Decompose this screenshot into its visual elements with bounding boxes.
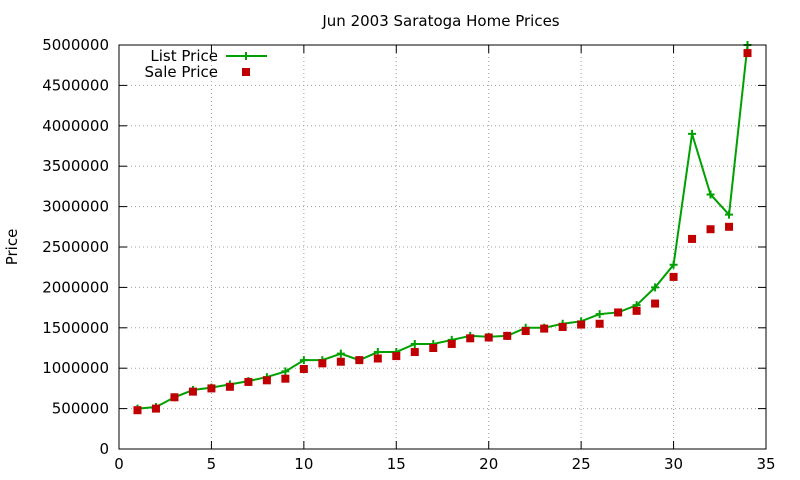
data-point: [299, 356, 308, 365]
data-point: [725, 210, 734, 219]
data-point: [151, 404, 160, 413]
y-axis-label: Price: [3, 229, 21, 266]
data-point: [503, 331, 512, 340]
legend-label: List Price: [150, 47, 218, 65]
data-point: [466, 334, 475, 343]
data-point: [262, 376, 271, 385]
ticks: 0 5 10 15 20 25 30 35 0 500000 1000000 1500000 20000…: [42, 36, 775, 473]
data-point: [355, 356, 364, 365]
data-point: [281, 367, 290, 376]
data-point: [521, 327, 530, 336]
x-tick-label: 35: [756, 455, 775, 473]
data-point: [688, 234, 697, 243]
data-point: [706, 225, 715, 234]
y-tick-label: 3000000: [42, 198, 109, 216]
chart-title: Jun 2003 Saratoga Home Prices: [321, 12, 559, 30]
x-tick-label: 30: [664, 455, 683, 473]
data-point: [595, 319, 604, 328]
data-point: [577, 320, 586, 329]
legend-marker: [242, 52, 250, 60]
y-tick-label: 1500000: [42, 319, 109, 337]
data-point: [447, 339, 456, 348]
y-tick-label: 3500000: [42, 157, 109, 175]
y-tick-label: 500000: [52, 400, 109, 418]
plot-border: [118, 44, 767, 450]
data-point: [540, 324, 549, 333]
x-tick-label: 25: [572, 455, 591, 473]
data-point: [133, 406, 142, 415]
y-tick-label: 0: [99, 440, 109, 458]
data-point: [595, 310, 604, 319]
x-tick-label: 0: [114, 455, 124, 473]
y-tick-label: 2500000: [42, 238, 109, 256]
data-point: [299, 365, 308, 374]
legend-label: Sale Price: [145, 63, 218, 81]
series-list-price: [133, 41, 752, 413]
data-point: [614, 308, 623, 317]
data-point: [743, 49, 752, 58]
data-point: [281, 374, 290, 383]
x-tick-label: 15: [387, 455, 406, 473]
legend-marker: [242, 68, 250, 76]
data-point: [706, 190, 715, 199]
data-point: [207, 384, 216, 393]
x-tick-label: 10: [294, 455, 313, 473]
data-point: [225, 382, 234, 391]
data-point: [244, 377, 253, 386]
series-line: [137, 44, 749, 410]
data-point: [336, 357, 345, 366]
y-tick-label: 4000000: [42, 117, 109, 135]
data-point: [410, 339, 419, 348]
data-point: [558, 322, 567, 331]
x-tick-label: 20: [479, 455, 498, 473]
data-point: [688, 129, 697, 138]
x-tick-label: 5: [207, 455, 217, 473]
data-point: [651, 299, 660, 308]
grid: [119, 45, 766, 449]
data-point: [392, 352, 401, 361]
data-point: [170, 393, 179, 402]
series-sale-price: [133, 49, 752, 415]
y-tick-label: 4500000: [42, 76, 109, 94]
series-layer: [133, 41, 752, 415]
data-point: [484, 333, 493, 342]
data-point: [669, 272, 678, 281]
y-tick-label: 1000000: [42, 359, 109, 377]
data-point: [188, 387, 197, 396]
data-point: [373, 354, 382, 363]
data-point: [632, 306, 641, 315]
data-point: [410, 348, 419, 357]
y-tick-label: 5000000: [42, 36, 109, 54]
data-point: [318, 359, 327, 368]
data-point: [429, 344, 438, 352]
data-point: [336, 349, 345, 358]
data-point: [669, 260, 678, 269]
y-tick-label: 2000000: [42, 278, 109, 296]
data-point: [725, 222, 734, 231]
data-point: [651, 283, 660, 292]
